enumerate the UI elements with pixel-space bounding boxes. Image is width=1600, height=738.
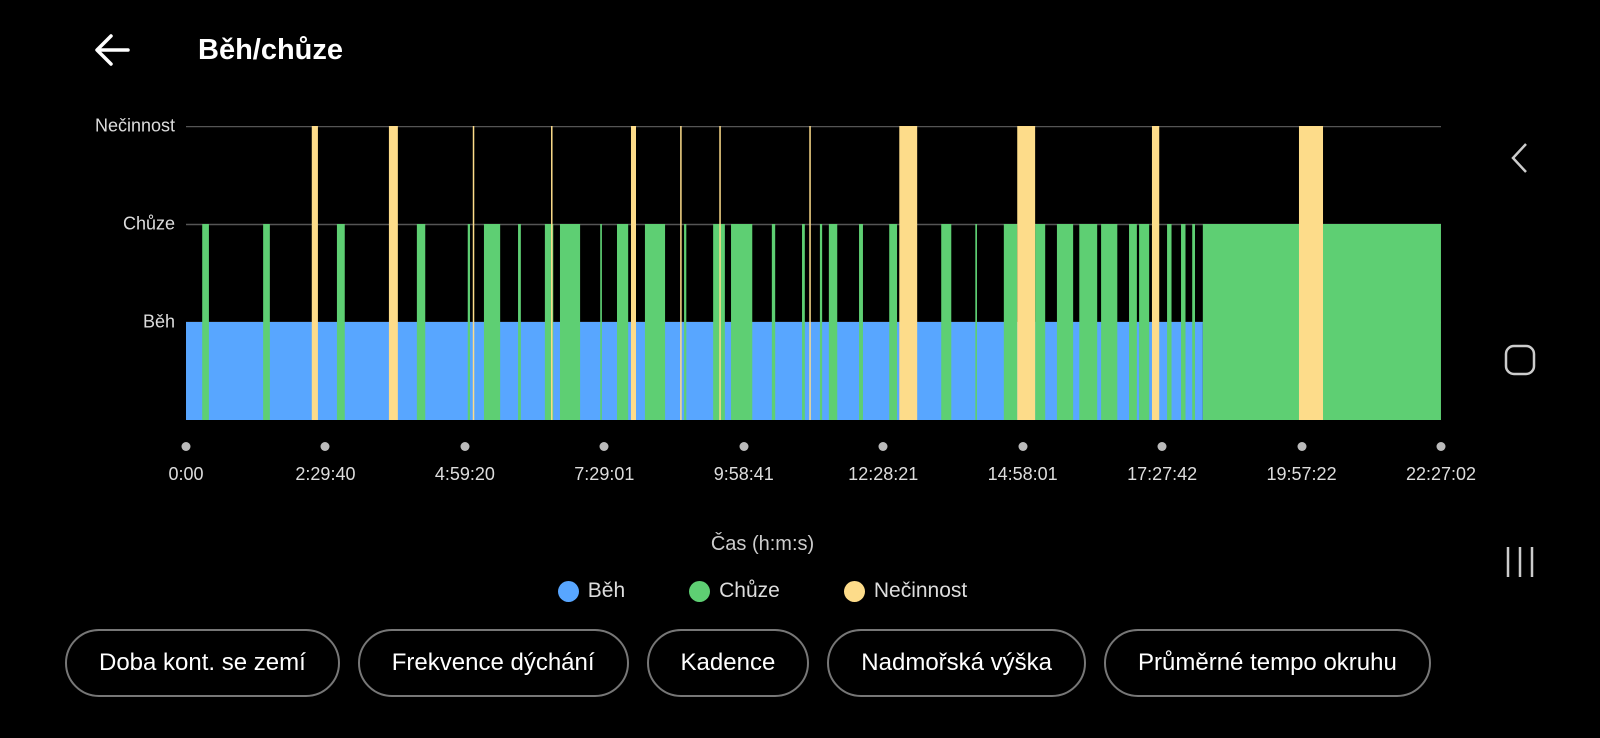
walk-segment	[1181, 224, 1186, 420]
x-tick-dot	[181, 442, 191, 451]
idle-segment	[1151, 126, 1160, 420]
x-tick-dot	[599, 442, 609, 451]
x-axis-title: Čas (h:m:s)	[710, 533, 815, 555]
three-bars-icon	[1506, 547, 1534, 577]
walk-segment	[819, 224, 823, 420]
x-tick-label: 22:27:02	[1405, 464, 1477, 484]
walk-segment	[1079, 224, 1098, 420]
x-tick-dot	[739, 442, 749, 451]
x-tick-label: 4:59:20	[434, 464, 495, 484]
chip-breathing-rate[interactable]: Frekvence dýchání	[357, 629, 629, 697]
chip-ground-contact[interactable]: Doba kont. se zemí	[65, 629, 340, 697]
walk-segment	[1003, 224, 1018, 420]
x-tick-label: 7:29:01	[574, 464, 635, 484]
legend-dot-walk	[689, 580, 711, 602]
idle-segment	[472, 126, 475, 420]
chip-altitude[interactable]: Nadmořská výška	[827, 629, 1087, 697]
idle-segment	[899, 126, 918, 420]
x-tick-dot	[1436, 442, 1446, 451]
legend-label: Chůze	[719, 579, 780, 602]
x-tick-label: 2:29:40	[295, 464, 356, 484]
idle-segment	[388, 126, 398, 420]
walk-segment	[1101, 224, 1118, 420]
x-tick-label: 0:00	[168, 464, 204, 484]
walk-segment	[1139, 224, 1150, 420]
legend-label: Běh	[587, 579, 626, 602]
walk-segment	[1056, 224, 1074, 420]
x-tick-dot	[878, 442, 888, 451]
walk-segment	[828, 224, 838, 420]
walk-segment	[684, 224, 687, 420]
walk-segment	[518, 224, 521, 420]
walk-segment	[859, 224, 863, 420]
walk-segment	[416, 224, 426, 420]
legend-item-idle: Nečinnost	[843, 579, 968, 603]
nav-recents-button[interactable]	[1500, 542, 1540, 582]
walk-segment	[336, 224, 345, 420]
idle-segment	[680, 126, 682, 420]
walk-segment	[975, 224, 977, 420]
metric-chips: Doba kont. se zemí Frekvence dýchání Kaden…	[65, 629, 1472, 699]
idle-segment	[719, 126, 721, 420]
idle-segment	[1298, 126, 1324, 420]
walk-segment	[467, 224, 470, 420]
walk-segment	[600, 224, 602, 420]
x-tick-label: 9:58:41	[713, 464, 774, 484]
walk-segment	[802, 224, 805, 420]
square-icon	[1504, 344, 1536, 376]
walk-segment	[559, 224, 581, 420]
legend: Běh Chůze Nečinnost	[0, 579, 1525, 603]
chip-avg-pace[interactable]: Průměrné tempo okruhu	[1104, 629, 1431, 697]
x-tick-dot	[320, 442, 330, 451]
legend-dot-run	[557, 580, 579, 602]
legend-label: Nečinnost	[873, 579, 968, 602]
walk-segment	[202, 224, 209, 420]
walk-segment	[713, 224, 725, 420]
y-label-run: Běh	[142, 311, 175, 332]
walk-segment	[1192, 224, 1196, 420]
arrow-left-icon	[95, 34, 130, 66]
walk-segment	[771, 224, 776, 420]
x-tick-label: 14:58:01	[987, 464, 1058, 484]
nav-back-button[interactable]	[1500, 138, 1540, 178]
walk-segment	[616, 224, 629, 420]
x-tick-label: 17:27:42	[1127, 464, 1198, 484]
legend-item-run: Běh	[557, 579, 626, 603]
x-tick-dot	[1157, 442, 1167, 451]
x-tick-dot	[1297, 442, 1307, 451]
x-tick-dot	[1018, 442, 1028, 451]
state-chart[interactable]	[186, 126, 1441, 421]
idle-segment	[809, 126, 811, 420]
walk-segment	[544, 224, 554, 420]
legend-dot-idle	[843, 580, 865, 602]
walk-segment	[483, 224, 501, 420]
x-tick-label: 12:28:21	[848, 464, 919, 484]
nav-home-button[interactable]	[1500, 340, 1540, 380]
walk-segment	[263, 224, 270, 420]
walk-segment	[1129, 224, 1137, 420]
back-button[interactable]	[92, 30, 132, 70]
idle-segment	[551, 126, 553, 420]
chip-cadence[interactable]: Kadence	[646, 629, 810, 697]
x-tick-dot	[460, 442, 470, 451]
walk-segment	[1167, 224, 1172, 420]
y-label-idle: Nečinnost	[94, 115, 175, 136]
x-tick-label: 19:57:22	[1266, 464, 1337, 484]
idle-segment	[630, 126, 636, 420]
walk-segment	[941, 224, 952, 420]
y-label-walk: Chůze	[122, 213, 175, 234]
idle-segment	[1017, 126, 1036, 420]
idle-segment	[311, 126, 318, 420]
chevron-left-icon	[1511, 143, 1527, 173]
walk-segment	[889, 224, 898, 420]
walk-segment	[731, 224, 753, 420]
page-title: Běh/chůze	[198, 34, 344, 66]
legend-item-walk: Chůze	[689, 579, 780, 603]
walk-segment	[1035, 224, 1046, 420]
walk-segment	[644, 224, 666, 420]
